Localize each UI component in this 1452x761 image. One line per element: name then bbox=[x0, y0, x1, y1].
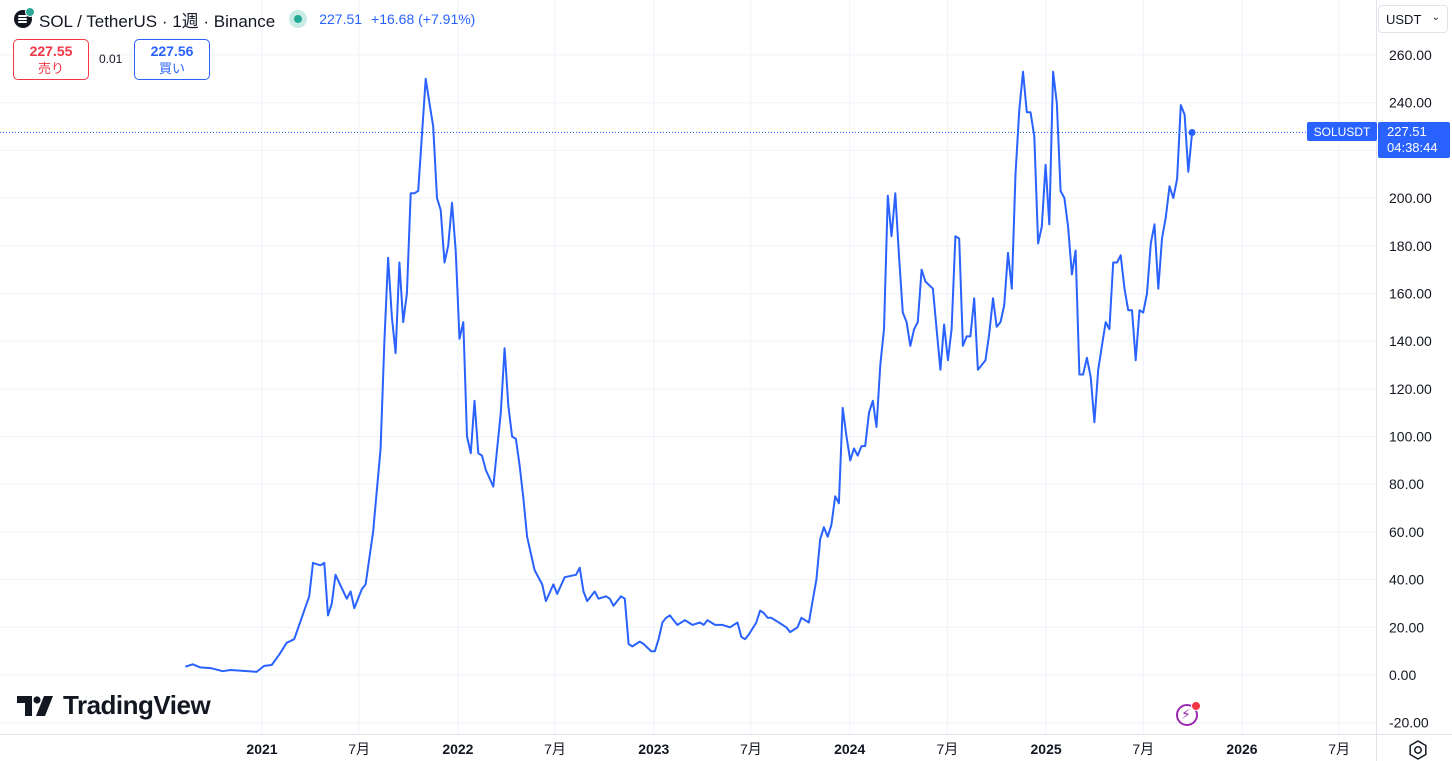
market-open-status-icon[interactable] bbox=[289, 10, 308, 28]
logo-text: TradingView bbox=[63, 690, 211, 720]
x-tick-label: 7月 bbox=[544, 741, 566, 757]
x-tick-label: 2025 bbox=[1031, 741, 1062, 757]
x-tick-label: 7月 bbox=[740, 741, 762, 757]
y-tick-label: 120.00 bbox=[1389, 381, 1432, 397]
chart-grid bbox=[0, 0, 1376, 734]
bar-countdown: 04:38:44 bbox=[1387, 140, 1438, 155]
time-axis[interactable]: 2021 7月 2022 7月 2023 7月 2024 7月 2025 7月 2026 7月 bbox=[246, 741, 1350, 757]
currency-selector[interactable]: USDT ⌄ bbox=[1378, 5, 1448, 33]
x-tick-label: 7月 bbox=[348, 741, 370, 757]
last-price-tag-value: 227.51 bbox=[1387, 124, 1427, 139]
y-tick-label: 240.00 bbox=[1389, 95, 1432, 111]
price-change: +16.68 (+7.91%) bbox=[371, 11, 476, 27]
last-price-tag: 227.51 04:38:44 bbox=[1378, 122, 1450, 158]
sell-button[interactable]: 227.55 売り bbox=[13, 39, 89, 80]
y-tick-label: 80.00 bbox=[1389, 476, 1424, 492]
symbol-title[interactable]: SOL / TetherUS · 1週 · Binance bbox=[39, 11, 276, 31]
y-tick-label: 200.00 bbox=[1389, 190, 1432, 206]
y-tick-label: -20.00 bbox=[1389, 715, 1429, 731]
sell-price: 227.55 bbox=[29, 43, 73, 59]
y-tick-label: 160.00 bbox=[1389, 285, 1432, 301]
gear-icon[interactable] bbox=[1407, 739, 1429, 761]
y-tick-label: 20.00 bbox=[1389, 619, 1424, 635]
x-tick-label: 7月 bbox=[1328, 741, 1350, 757]
y-tick-label: 100.00 bbox=[1389, 429, 1432, 445]
buy-label: 買い bbox=[158, 61, 185, 76]
spread-value: 0.01 bbox=[99, 52, 123, 66]
x-tick-label: 2024 bbox=[834, 741, 865, 757]
x-tick-label: 2023 bbox=[638, 741, 669, 757]
sell-label: 売り bbox=[37, 61, 64, 76]
x-tick-label: 7月 bbox=[1132, 741, 1154, 757]
last-price: 227.51 bbox=[319, 11, 363, 27]
price-series-line bbox=[184, 70, 1194, 673]
x-tick-label: 2021 bbox=[246, 741, 277, 757]
buy-price: 227.56 bbox=[150, 43, 194, 59]
buy-button[interactable]: 227.56 買い bbox=[134, 39, 210, 80]
y-tick-label: 260.00 bbox=[1389, 47, 1432, 63]
x-tick-label: 2022 bbox=[442, 741, 473, 757]
lightning-icon[interactable]: ⚡ bbox=[1176, 701, 1201, 726]
symbol-header: SOL / TetherUS · 1週 · Binance 227.51 +16… bbox=[14, 7, 475, 31]
tradingview-mark-icon bbox=[17, 695, 53, 716]
y-tick-label: 180.00 bbox=[1389, 238, 1432, 254]
x-tick-label: 7月 bbox=[936, 741, 958, 757]
y-tick-label: 40.00 bbox=[1389, 572, 1424, 588]
tradingview-logo[interactable]: TradingView bbox=[17, 690, 211, 721]
y-tick-label: 0.00 bbox=[1389, 667, 1416, 683]
symbol-price-tag: SOLUSDT bbox=[1307, 122, 1377, 141]
solana-logo-icon[interactable] bbox=[14, 7, 35, 28]
currency-label: USDT bbox=[1386, 11, 1422, 27]
last-price-marker bbox=[1188, 128, 1196, 136]
chevron-down-icon: ⌄ bbox=[1431, 12, 1440, 23]
y-tick-label: 140.00 bbox=[1389, 333, 1432, 349]
x-tick-label: 2026 bbox=[1226, 741, 1257, 757]
y-tick-label: 60.00 bbox=[1389, 524, 1424, 540]
